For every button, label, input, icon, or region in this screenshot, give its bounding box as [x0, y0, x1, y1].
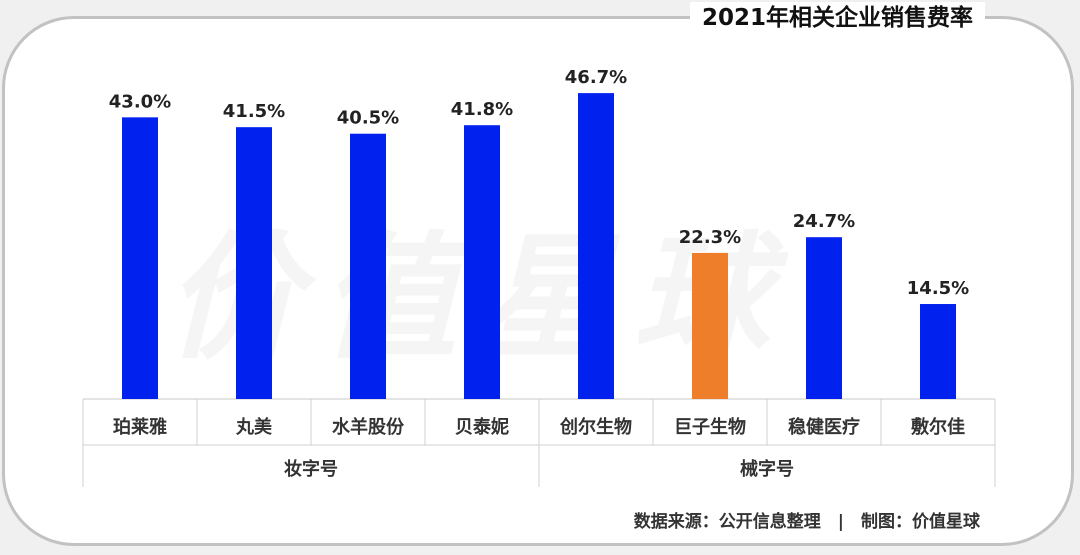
- category-label: 丸美: [235, 416, 272, 438]
- category-label: 珀莱雅: [113, 416, 167, 438]
- data-label: 43.0%: [109, 91, 171, 112]
- group-label: 械字号: [740, 458, 794, 480]
- category-label: 水羊股份: [332, 416, 405, 438]
- data-label: 24.7%: [793, 211, 855, 232]
- bar-1: [122, 117, 158, 399]
- group-label: 妆字号: [284, 458, 338, 480]
- data-label: 22.3%: [679, 227, 741, 248]
- data-label: 41.5%: [223, 101, 285, 122]
- data-label: 14.5%: [907, 278, 969, 299]
- bar-7: [806, 237, 842, 399]
- data-label: 46.7%: [565, 67, 627, 88]
- chart-frame: [2, 16, 1074, 546]
- category-label: 创尔生物: [559, 416, 632, 438]
- source-note: 数据来源：公开信息整理 | 制图：价值星球: [633, 512, 980, 532]
- bar-8: [920, 304, 956, 399]
- data-label: 41.8%: [451, 99, 513, 120]
- bar-6: [692, 252, 728, 399]
- bar-5: [578, 93, 614, 400]
- data-label: 40.5%: [337, 108, 399, 129]
- category-label: 敷尔佳: [911, 416, 965, 438]
- bar-2: [236, 127, 272, 400]
- bar-4: [464, 125, 500, 400]
- chart-title: 2021年相关企业销售费率: [689, 2, 985, 34]
- category-label: 巨子生物: [674, 416, 746, 438]
- bar-3: [350, 133, 386, 399]
- category-label: 贝泰妮: [455, 416, 509, 438]
- category-label: 稳健医疗: [788, 416, 860, 438]
